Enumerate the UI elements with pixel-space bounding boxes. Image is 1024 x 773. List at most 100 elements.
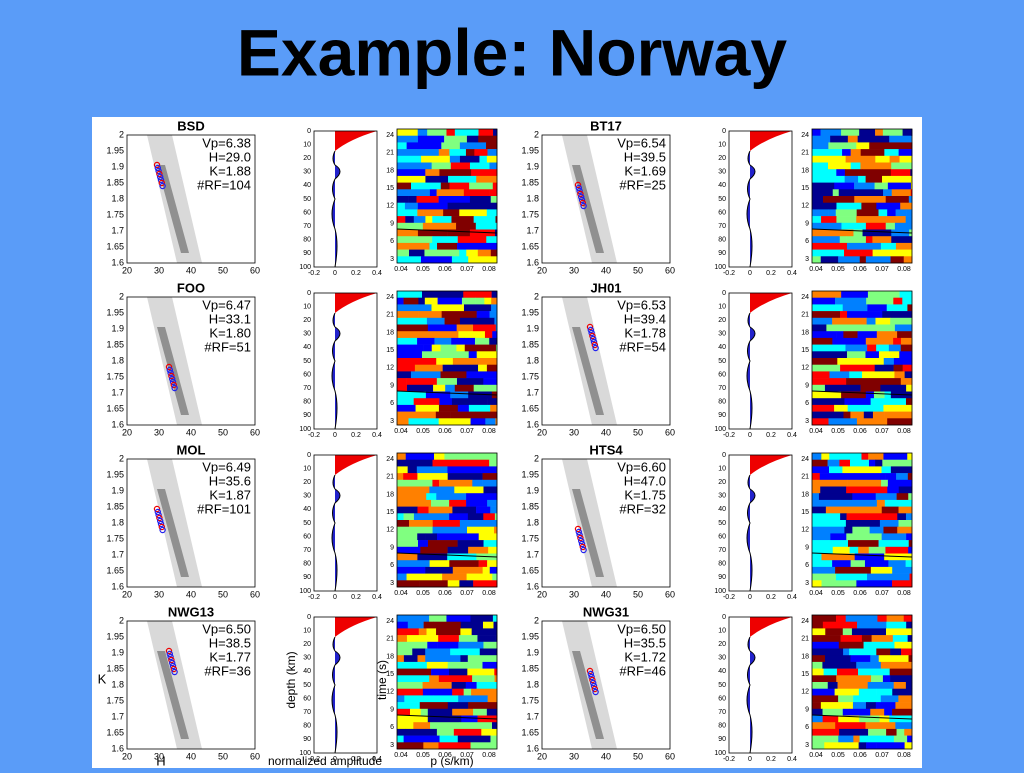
time-x-tick: 0.05 [416, 752, 430, 759]
hk-param: K=1.72 [624, 649, 666, 664]
depth-y-tick: 60 [718, 209, 726, 216]
time-cell [450, 162, 471, 170]
time-cell [397, 256, 422, 264]
time-cell [457, 540, 484, 548]
time-cell [490, 506, 498, 514]
time-cell [812, 242, 848, 250]
hk-x-tick: 20 [537, 589, 547, 599]
hk-y-tick: 1.95 [521, 469, 539, 479]
time-cell [466, 526, 495, 534]
time-cell [437, 641, 459, 649]
hk-pick [169, 378, 177, 386]
time-cell [861, 635, 872, 643]
time-cell [857, 466, 882, 474]
hk-param: Vp=6.50 [617, 621, 666, 636]
time-cell [820, 486, 847, 494]
rf-top [335, 293, 377, 313]
depth-y-tick: 20 [718, 155, 726, 162]
depth-y-tick: 0 [307, 290, 311, 297]
time-cell [495, 418, 498, 426]
time-cell [846, 378, 870, 386]
time-cell [417, 533, 426, 541]
time-cell [413, 722, 431, 730]
time-cell [812, 297, 836, 305]
time-cell [444, 317, 461, 325]
time-cell [865, 236, 873, 244]
time-cell [397, 196, 409, 203]
time-cell [466, 371, 476, 379]
depth-x-tick: 0.2 [351, 756, 361, 763]
hk-pick [580, 202, 587, 210]
time-cell [427, 129, 447, 136]
time-cell [443, 209, 460, 217]
time-x-tick: 0.08 [482, 428, 496, 435]
time-x-tick: 0.04 [809, 428, 823, 435]
time-cell [397, 149, 417, 157]
time-y-tick: 18 [801, 491, 809, 498]
time-cell [844, 526, 853, 534]
time-cell [459, 209, 488, 217]
depth-y-tick: 50 [718, 520, 726, 527]
time-x-tick: 0.06 [438, 266, 452, 273]
hk-x-tick: 40 [186, 265, 196, 275]
time-cell [452, 688, 464, 696]
hk-y-tick: 1.9 [526, 323, 539, 333]
time-cell [397, 297, 404, 305]
time-cell [891, 236, 913, 244]
time-cell [484, 297, 492, 305]
depth-y-tick: 50 [303, 196, 311, 203]
hk-y-tick: 1.95 [521, 631, 539, 641]
hk-param: K=1.88 [209, 163, 251, 178]
time-cell [469, 182, 494, 190]
time-cell [423, 209, 444, 217]
hk-param: H=39.5 [624, 149, 666, 164]
time-cell [890, 256, 905, 264]
time-cell [432, 479, 440, 487]
time-cell [452, 358, 477, 365]
time-cell [868, 546, 886, 554]
hk-x-tick: 30 [154, 265, 164, 275]
time-cell [839, 459, 851, 467]
depth-y-tick: 100 [299, 588, 311, 595]
station-name: NWG31 [583, 604, 629, 619]
time-cell [845, 520, 881, 527]
hk-pick [586, 667, 594, 675]
time-cell [447, 661, 483, 669]
time-cell [895, 702, 913, 710]
time-cell [859, 715, 880, 723]
time-cell [483, 202, 498, 210]
time-cell [397, 560, 430, 568]
time-cell [397, 344, 424, 352]
hk-x-tick: 30 [154, 589, 164, 599]
rf-top [750, 617, 792, 637]
hk-y-tick: 1.75 [106, 209, 124, 219]
rf-trace [331, 636, 341, 754]
time-cell [828, 142, 857, 150]
time-y-tick: 12 [386, 203, 394, 210]
hk-param: Vp=6.38 [202, 135, 251, 150]
time-cell [863, 411, 874, 419]
time-cell [442, 573, 467, 581]
time-x-tick: 0.06 [853, 752, 867, 759]
depth-y-tick: 90 [718, 736, 726, 743]
time-cell [449, 560, 479, 568]
hk-y-tick: 1.6 [111, 743, 124, 753]
time-cell [812, 533, 831, 541]
time-cell [876, 688, 893, 696]
time-cell [907, 304, 913, 312]
time-cell [820, 702, 854, 710]
time-x-tick: 0.06 [853, 590, 867, 597]
time-cell [854, 182, 875, 190]
time-y-tick: 21 [386, 150, 394, 157]
time-cell [882, 459, 913, 467]
hk-frame [126, 296, 256, 426]
time-cell [835, 566, 872, 574]
depth-x-tick: 0 [748, 756, 752, 763]
time-cell [439, 169, 472, 177]
time-cell [414, 364, 443, 372]
time-cell [897, 526, 913, 534]
time-cell [430, 722, 461, 730]
time-cell [436, 628, 461, 636]
time-y-tick: 3 [805, 742, 809, 749]
time-cell [909, 573, 913, 581]
